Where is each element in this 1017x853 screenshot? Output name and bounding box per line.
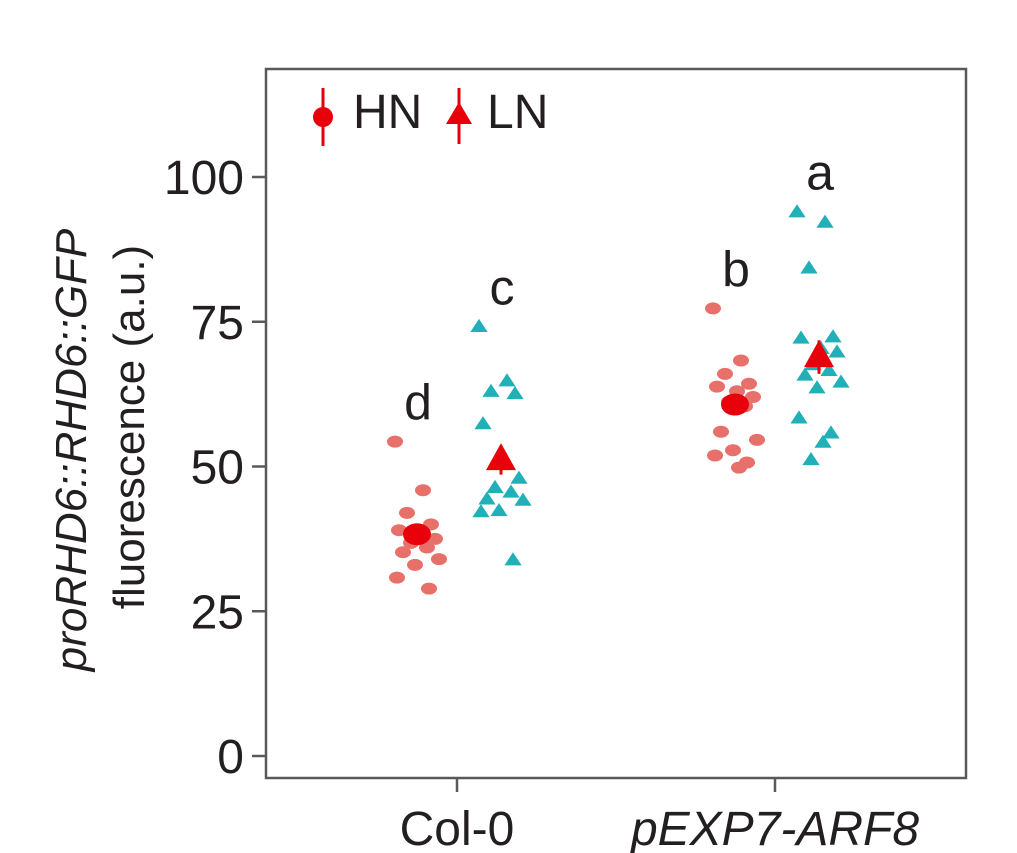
data-point-hn <box>731 461 747 474</box>
data-point-hn <box>391 524 407 537</box>
y-axis-title: proRHD6::RHD6::GFP fluorescence (a.u.) <box>47 228 154 673</box>
legend: HN LN <box>313 86 548 146</box>
data-point-hn <box>749 433 765 446</box>
data-point-ln <box>502 484 520 498</box>
y-axis-title-line1: proRHD6::RHD6::GFP <box>47 228 96 673</box>
data-point-ln <box>472 504 490 518</box>
data-point-ln <box>510 470 528 484</box>
data-point-ln <box>832 374 850 388</box>
data-point-ln <box>808 380 826 394</box>
plot-frame <box>264 67 968 780</box>
legend-hn-label: HN <box>353 86 422 139</box>
data-point-hn <box>427 532 443 545</box>
data-point-ln <box>800 260 818 274</box>
data-point-hn <box>733 354 749 367</box>
data-point-ln <box>824 329 842 343</box>
y-tick-label: 25 <box>191 586 244 639</box>
data-point-ln <box>504 552 522 566</box>
significance-letter: b <box>722 241 750 297</box>
data-point-ln <box>820 362 838 377</box>
x-tick-label: Col-0 <box>400 803 515 853</box>
significance-letter: c <box>490 259 515 315</box>
data-point-ln <box>482 383 500 397</box>
data-point-hn <box>745 391 761 404</box>
data-point-hn <box>395 546 411 559</box>
data-point-hn <box>431 553 447 566</box>
data-point-hn <box>707 449 723 462</box>
data-point-ln <box>796 367 814 381</box>
data-point-hn <box>741 377 757 390</box>
legend-ln-triangle-icon <box>446 102 472 124</box>
data-point-ln <box>816 214 834 228</box>
data-point-hn <box>709 380 725 393</box>
data-point-ln <box>802 452 820 466</box>
data-point-ln <box>792 330 810 344</box>
data-point-hn <box>387 435 403 448</box>
data-point-ln <box>498 373 516 387</box>
data-point-hn <box>389 571 405 584</box>
y-tick-label: 100 <box>164 152 244 205</box>
y-tick-label: 75 <box>191 297 244 350</box>
legend-item-hn: HN <box>313 86 422 146</box>
data-point-hn <box>419 541 435 554</box>
data-point-ln <box>478 491 496 505</box>
y-axis: 0 25 50 75 100 <box>164 152 266 784</box>
legend-item-ln: LN <box>446 86 548 144</box>
mean-marker-hn <box>403 523 431 546</box>
data-point-ln <box>506 386 524 400</box>
data-point-hn <box>717 367 733 380</box>
y-tick-label: 50 <box>191 442 244 495</box>
data-point-hn <box>399 506 415 519</box>
data-point-hn <box>725 444 741 457</box>
x-tick-label: pEXP7-ARF8 <box>629 803 919 853</box>
data-point-ln <box>814 434 832 448</box>
data-point-hn <box>421 582 437 595</box>
data-point-ln <box>788 204 806 218</box>
y-tick-label: 0 <box>217 731 244 784</box>
mean-markers <box>403 340 834 546</box>
legend-hn-circle-icon <box>313 107 333 127</box>
data-point-ln <box>470 318 488 333</box>
mean-marker-ln <box>804 340 834 368</box>
significance-letter: d <box>404 375 432 431</box>
data-point-ln <box>486 479 504 493</box>
data-point-hn <box>705 302 721 315</box>
data-point-ln <box>828 344 846 358</box>
mean-marker-ln <box>486 443 516 471</box>
data-point-ln <box>474 416 492 430</box>
data-point-ln <box>790 410 808 424</box>
significance-letter: a <box>806 145 834 201</box>
data-point-hn <box>415 484 431 497</box>
y-axis-title-line2: fluorescence (a.u.) <box>105 245 154 609</box>
x-axis: Col-0 pEXP7-ARF8 <box>400 778 919 853</box>
data-point-ln <box>514 492 532 506</box>
data-points <box>387 204 850 595</box>
data-point-ln <box>490 503 508 517</box>
data-point-ln <box>822 425 840 439</box>
mean-marker-hn <box>721 393 749 416</box>
legend-ln-label: LN <box>487 86 548 139</box>
data-point-hn <box>713 425 729 438</box>
significance-letters: d b c a <box>404 145 834 431</box>
data-point-hn <box>407 558 423 571</box>
